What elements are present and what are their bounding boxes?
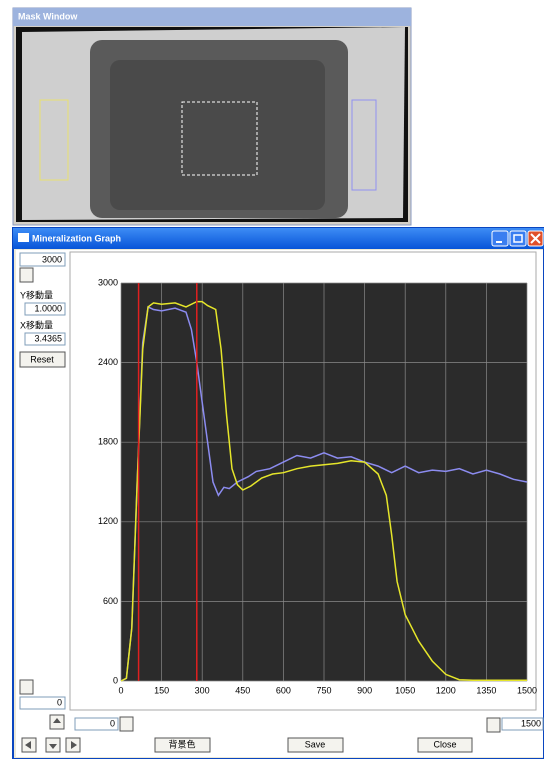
x-tick-label: 1500 — [517, 685, 537, 695]
mask-window: Mask Window — [13, 8, 411, 225]
x-tick-label: 1350 — [476, 685, 496, 695]
screen: Mask Window Mineralization Graph 3000 Y移… — [0, 0, 544, 759]
window-icon — [18, 233, 29, 242]
y-tick-label: 1200 — [98, 516, 118, 526]
spinner[interactable] — [20, 268, 33, 282]
image-core — [110, 60, 325, 210]
reset-label: Reset — [30, 354, 54, 364]
x-tick-label: 1050 — [395, 685, 415, 695]
spinner[interactable] — [120, 717, 133, 731]
x-shift-value: 3.4365 — [34, 333, 62, 343]
spinner[interactable] — [20, 680, 33, 694]
x-min-value: 0 — [110, 718, 115, 728]
minimize-button[interactable] — [492, 231, 508, 246]
y-shift-label: Y移動量 — [20, 289, 53, 300]
y-shift-value: 1.0000 — [34, 303, 62, 313]
x-tick-label: 750 — [316, 685, 331, 695]
y-tick-label: 3000 — [98, 277, 118, 287]
window-title: Mask Window — [18, 11, 78, 21]
y-tick-label: 0 — [113, 675, 118, 685]
x-tick-label: 450 — [235, 685, 250, 695]
window-title: Mineralization Graph — [32, 233, 121, 243]
y-min-value: 0 — [57, 697, 62, 707]
close-label: Close — [433, 739, 456, 749]
x-tick-label: 150 — [154, 685, 169, 695]
x-tick-label: 300 — [195, 685, 210, 695]
spinner[interactable] — [487, 718, 500, 732]
x-tick-label: 600 — [276, 685, 291, 695]
maximize-button[interactable] — [510, 231, 526, 246]
x-tick-label: 900 — [357, 685, 372, 695]
save-label: Save — [305, 739, 326, 749]
y-tick-label: 600 — [103, 596, 118, 606]
background-label: 背景色 — [168, 738, 195, 749]
y-tick-label: 2400 — [98, 357, 118, 367]
x-tick-label: 1200 — [436, 685, 456, 695]
x-shift-label: X移動量 — [20, 319, 53, 330]
x-max-value: 1500 — [521, 718, 541, 728]
y-tick-label: 1800 — [98, 437, 118, 447]
x-tick-label: 0 — [118, 685, 123, 695]
y-max-value: 3000 — [42, 254, 62, 264]
